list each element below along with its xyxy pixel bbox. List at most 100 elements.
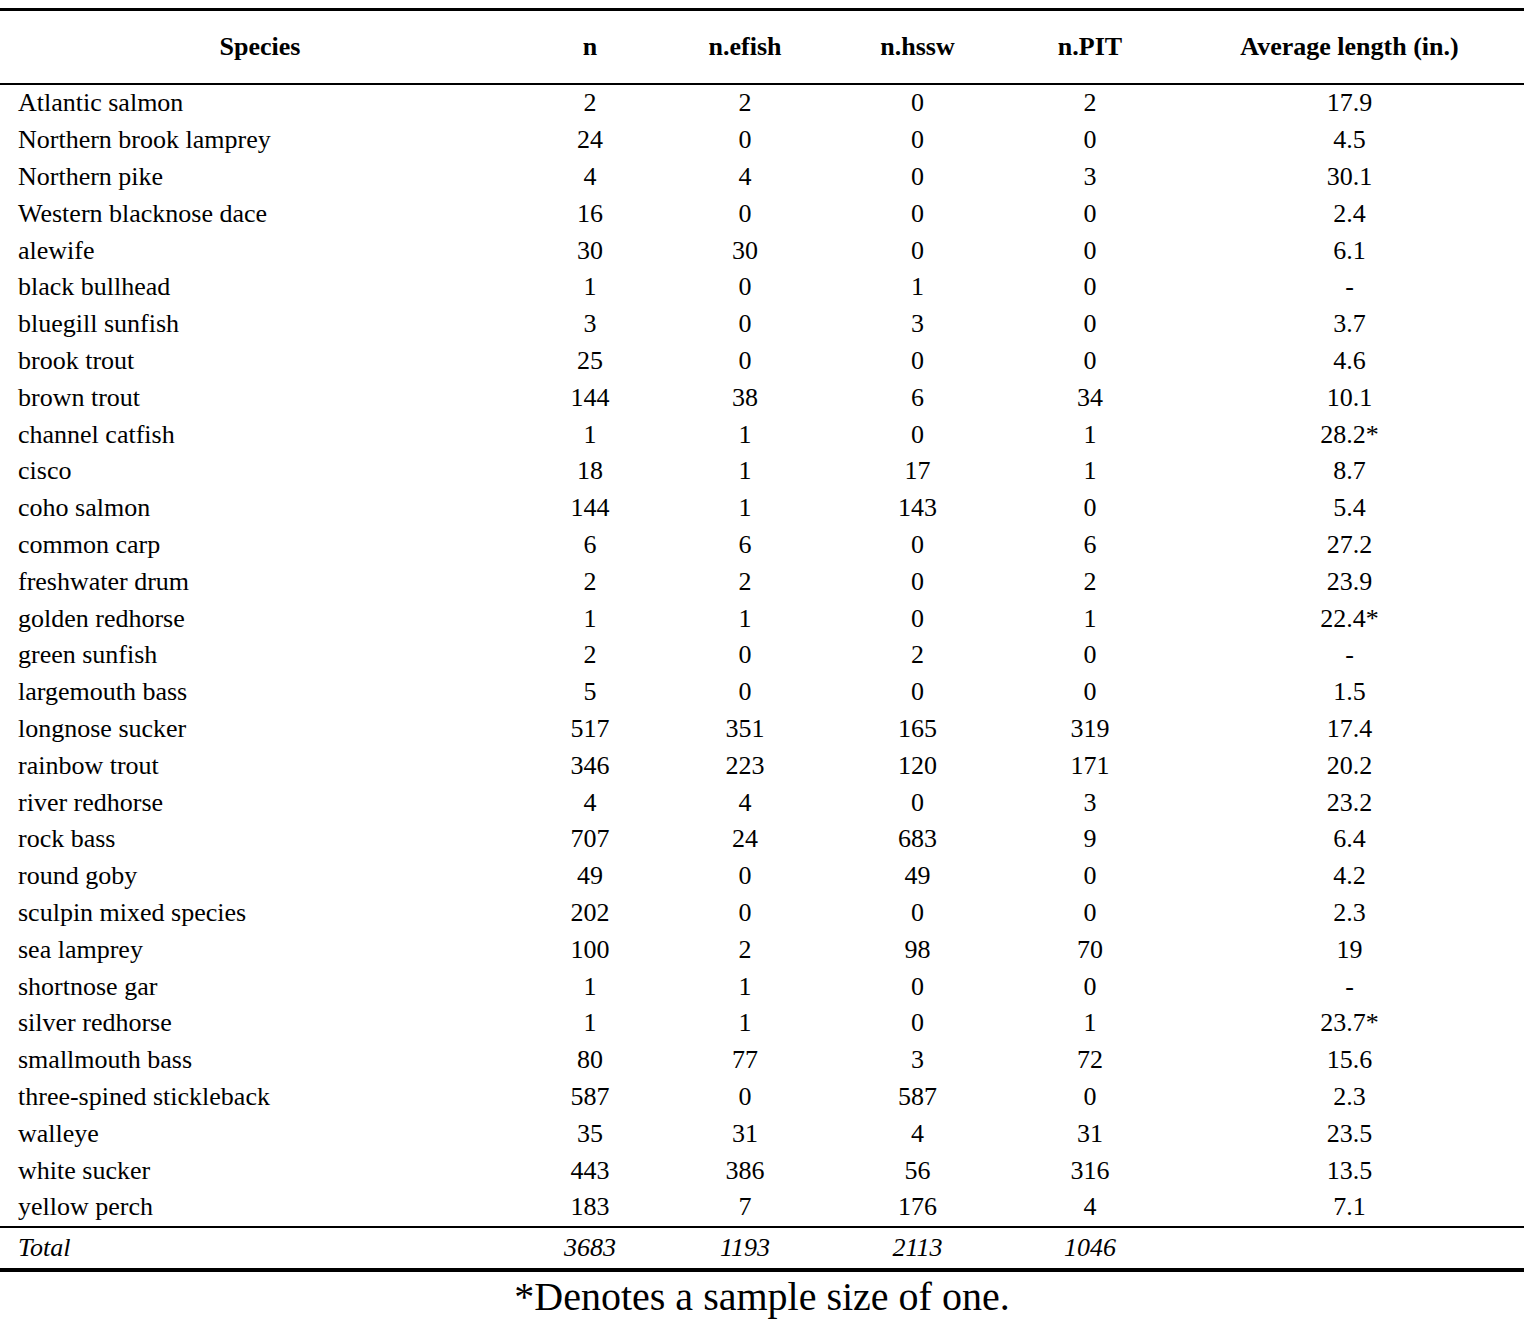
cell-n-hssw: 683 — [830, 821, 1005, 858]
cell-species: rainbow trout — [0, 747, 520, 784]
cell-n-pit: 1 — [1005, 600, 1175, 637]
cell-n-pit: 0 — [1005, 306, 1175, 343]
cell-n-pit: 0 — [1005, 637, 1175, 674]
cell-avg-length: 20.2 — [1175, 747, 1524, 784]
cell-n-hssw: 0 — [830, 1005, 1005, 1042]
cell-n-efish: 0 — [660, 306, 830, 343]
cell-n-pit: 1 — [1005, 453, 1175, 490]
cell-n-efish: 0 — [660, 858, 830, 895]
cell-n-hssw: 0 — [830, 563, 1005, 600]
cell-avg-length: 2.3 — [1175, 1079, 1524, 1116]
cell-n-pit: 3 — [1005, 784, 1175, 821]
cell-n-pit: 0 — [1005, 195, 1175, 232]
table-row: three-spined stickleback587058702.3 — [0, 1079, 1524, 1116]
cell-species: cisco — [0, 453, 520, 490]
cell-avg-length: 3.7 — [1175, 306, 1524, 343]
cell-n-efish: 386 — [660, 1152, 830, 1189]
cell-n: 1 — [520, 968, 660, 1005]
cell-species: rock bass — [0, 821, 520, 858]
cell-avg-length: - — [1175, 637, 1524, 674]
column-header-n-efish: n.efish — [660, 10, 830, 85]
cell-species: round goby — [0, 858, 520, 895]
cell-n-efish: 1 — [660, 968, 830, 1005]
cell-avg-length: 8.7 — [1175, 453, 1524, 490]
cell-species: brown trout — [0, 379, 520, 416]
cell-n: 1 — [520, 1005, 660, 1042]
table-row: freshwater drum220223.9 — [0, 563, 1524, 600]
cell-avg-length: 23.5 — [1175, 1115, 1524, 1152]
cell-n-efish: 0 — [660, 895, 830, 932]
table-row: cisco1811718.7 — [0, 453, 1524, 490]
cell-n-hssw: 3 — [830, 306, 1005, 343]
cell-n-hssw: 0 — [830, 895, 1005, 932]
cell-n-efish: 351 — [660, 711, 830, 748]
table-row: shortnose gar1100- — [0, 968, 1524, 1005]
cell-n: 24 — [520, 122, 660, 159]
cell-n-hssw: 0 — [830, 416, 1005, 453]
table-row: bluegill sunfish30303.7 — [0, 306, 1524, 343]
cell-n-hssw: 176 — [830, 1189, 1005, 1227]
cell-n-efish: 4 — [660, 784, 830, 821]
cell-n: 587 — [520, 1079, 660, 1116]
cell-species: sculpin mixed species — [0, 895, 520, 932]
table-row: walleye353143123.5 — [0, 1115, 1524, 1152]
column-header-n: n — [520, 10, 660, 85]
cell-n-efish: 0 — [660, 122, 830, 159]
cell-species: freshwater drum — [0, 563, 520, 600]
cell-n-hssw: 56 — [830, 1152, 1005, 1189]
cell-avg-length: 4.2 — [1175, 858, 1524, 895]
cell-species: Northern brook lamprey — [0, 122, 520, 159]
cell-n: 707 — [520, 821, 660, 858]
cell-species: common carp — [0, 527, 520, 564]
cell-n-efish: 6 — [660, 527, 830, 564]
cell-n: 2 — [520, 563, 660, 600]
table-row: rock bass7072468396.4 — [0, 821, 1524, 858]
cell-n-pit: 319 — [1005, 711, 1175, 748]
cell-n-hssw: 98 — [830, 931, 1005, 968]
cell-n-pit: 171 — [1005, 747, 1175, 784]
cell-n-efish: 2 — [660, 84, 830, 122]
cell-n-hssw: 120 — [830, 747, 1005, 784]
table-row: silver redhorse110123.7* — [0, 1005, 1524, 1042]
cell-avg-length: - — [1175, 968, 1524, 1005]
cell-avg-length: 22.4* — [1175, 600, 1524, 637]
table-row: river redhorse440323.2 — [0, 784, 1524, 821]
table-row: alewife3030006.1 — [0, 232, 1524, 269]
table-row: channel catfish110128.2* — [0, 416, 1524, 453]
table-body: Atlantic salmon220217.9Northern brook la… — [0, 84, 1524, 1227]
cell-n-pit: 0 — [1005, 858, 1175, 895]
table-row: green sunfish2020- — [0, 637, 1524, 674]
table-row: Atlantic salmon220217.9 — [0, 84, 1524, 122]
cell-species: Western blacknose dace — [0, 195, 520, 232]
table-row: Northern pike440330.1 — [0, 159, 1524, 196]
cell-species: silver redhorse — [0, 1005, 520, 1042]
cell-n-efish: 7 — [660, 1189, 830, 1227]
cell-n: 346 — [520, 747, 660, 784]
total-avg-length — [1175, 1227, 1524, 1270]
cell-n-hssw: 0 — [830, 600, 1005, 637]
cell-species: shortnose gar — [0, 968, 520, 1005]
table-row: coho salmon144114305.4 — [0, 490, 1524, 527]
table-row: round goby4904904.2 — [0, 858, 1524, 895]
table-row: black bullhead1010- — [0, 269, 1524, 306]
cell-n-pit: 0 — [1005, 895, 1175, 932]
cell-n-efish: 38 — [660, 379, 830, 416]
cell-n: 2 — [520, 84, 660, 122]
cell-n-hssw: 6 — [830, 379, 1005, 416]
cell-n-efish: 1 — [660, 490, 830, 527]
table-row: brook trout250004.6 — [0, 343, 1524, 380]
cell-n-efish: 1 — [660, 600, 830, 637]
cell-n: 16 — [520, 195, 660, 232]
cell-n: 100 — [520, 931, 660, 968]
cell-species: Northern pike — [0, 159, 520, 196]
cell-n-hssw: 0 — [830, 784, 1005, 821]
cell-avg-length: 6.4 — [1175, 821, 1524, 858]
cell-n-efish: 0 — [660, 674, 830, 711]
cell-n: 202 — [520, 895, 660, 932]
cell-n-efish: 1 — [660, 453, 830, 490]
cell-n-pit: 0 — [1005, 343, 1175, 380]
cell-n-hssw: 587 — [830, 1079, 1005, 1116]
cell-n-pit: 1 — [1005, 416, 1175, 453]
cell-species: walleye — [0, 1115, 520, 1152]
cell-n-pit: 6 — [1005, 527, 1175, 564]
